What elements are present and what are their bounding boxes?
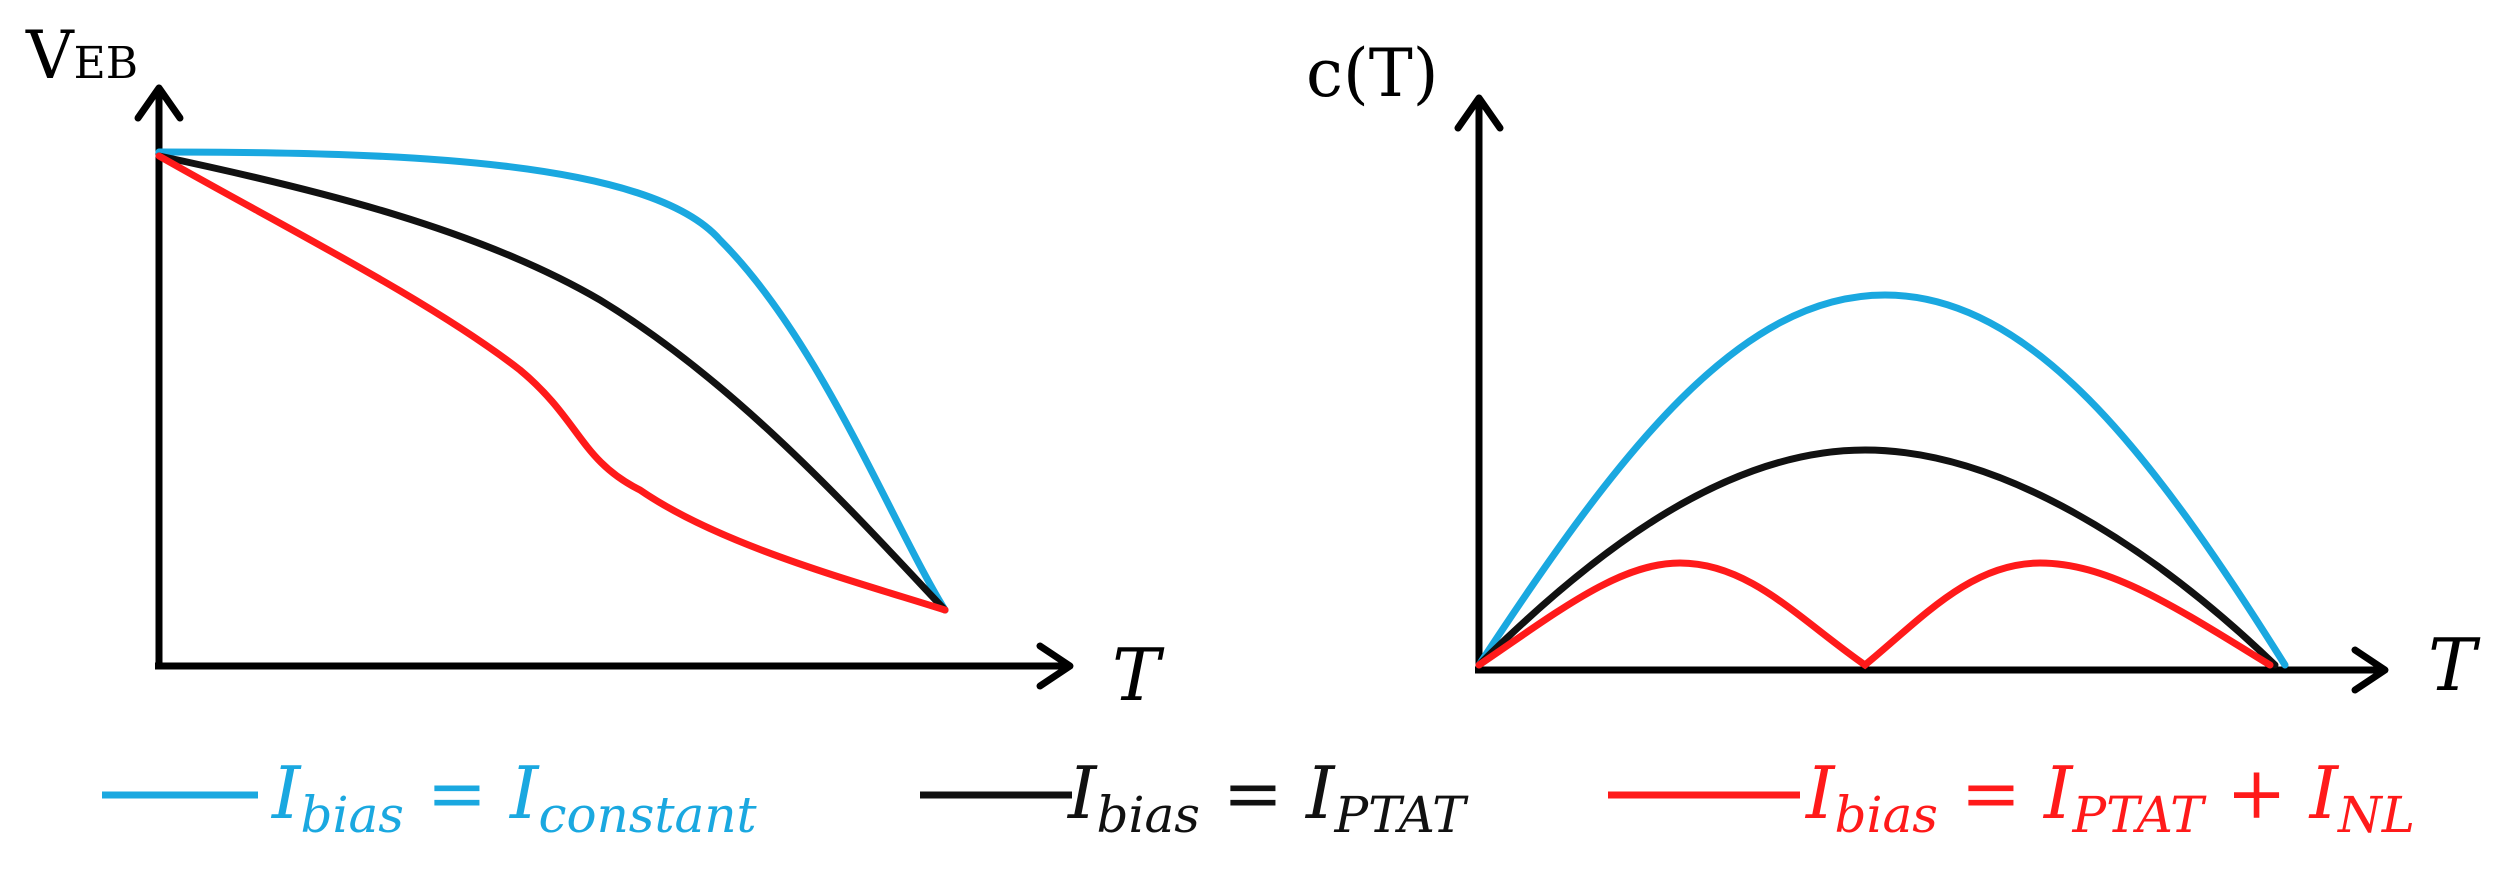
legend: Ibias = Iconstant Ibias = IPTAT Ibias = … [102, 751, 2415, 844]
left-curve-ptat [155, 152, 949, 614]
right-curve-nl [1475, 559, 2274, 670]
left-curve-constant [155, 148, 949, 614]
right-y-axis [1454, 94, 1504, 670]
legend-label-nl: Ibias = IPTAT + INL [1804, 751, 2415, 844]
right-x-axis-label: T [2428, 623, 2481, 707]
left-curve-nl [155, 152, 949, 614]
left-y-axis [134, 84, 184, 666]
left-x-axis [155, 642, 1074, 690]
legend-item-nl: Ibias = IPTAT + INL [1608, 751, 2415, 844]
legend-label-constant: Ibias = Iconstant [270, 751, 758, 844]
right-curve-ptat [1475, 446, 2279, 669]
legend-label-ptat: Ibias = IPTAT [1066, 751, 1469, 844]
left-y-axis-label: VEB [25, 17, 138, 94]
legend-item-constant: Ibias = Iconstant [102, 751, 758, 844]
right-plot: c(T) T [1306, 35, 2481, 707]
right-y-axis-label: c(T) [1306, 35, 1438, 112]
legend-item-ptat: Ibias = IPTAT [920, 751, 1469, 844]
left-x-axis-label: T [1112, 633, 1165, 717]
left-plot: VEB T [25, 17, 1165, 717]
right-curve-constant [1475, 291, 2289, 669]
right-x-axis [1475, 646, 2389, 694]
